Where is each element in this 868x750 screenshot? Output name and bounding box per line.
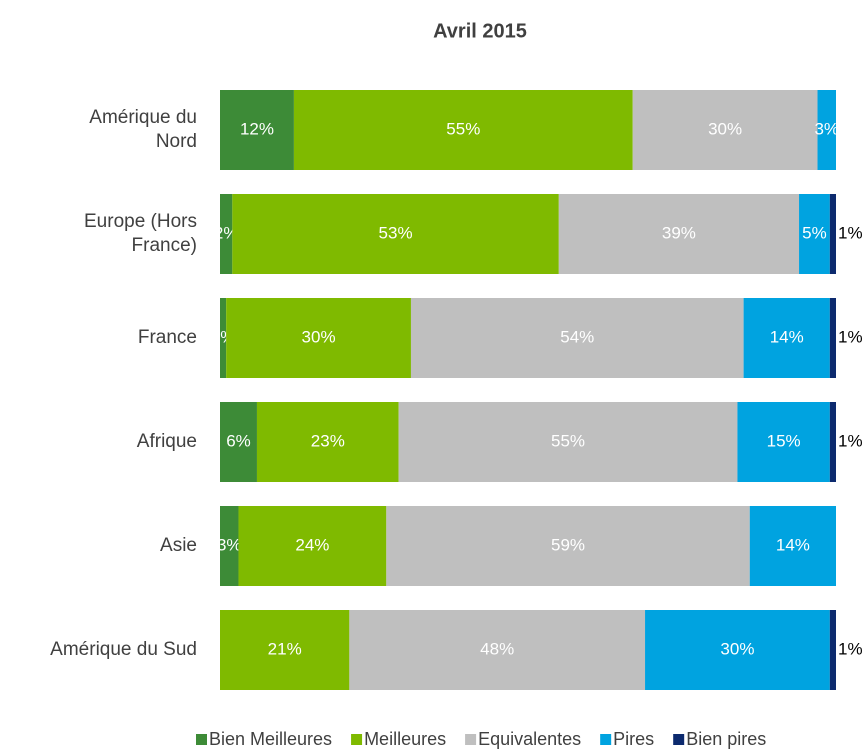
- bar-segment: [220, 194, 233, 274]
- bar-segment: [349, 610, 646, 690]
- bar-segment: [226, 298, 411, 378]
- category-label: Afrique: [137, 431, 197, 452]
- data-label: 1%: [838, 431, 863, 450]
- data-label: 39%: [662, 223, 696, 242]
- category-label: Amérique du Nord: [89, 107, 197, 152]
- bar-segment: [293, 90, 633, 170]
- data-label: 3%: [814, 119, 839, 138]
- bar-segment: [829, 402, 836, 482]
- bar-segment: [817, 90, 836, 170]
- data-label: 14%: [770, 327, 804, 346]
- category-label: Amérique du Sud: [50, 639, 197, 660]
- data-label: 14%: [776, 535, 810, 554]
- data-label: 5%: [802, 223, 827, 242]
- data-label: 12%: [240, 119, 274, 138]
- legend-label: Pires: [613, 729, 654, 749]
- bar-segment: [799, 194, 830, 274]
- data-label: 1%: [838, 223, 863, 242]
- data-label: 48%: [480, 639, 514, 658]
- bar-segment: [220, 298, 227, 378]
- data-label: 24%: [295, 535, 329, 554]
- data-label: 6%: [226, 431, 251, 450]
- bar-segment: [398, 402, 738, 482]
- data-label: 54%: [560, 327, 594, 346]
- data-label: 23%: [311, 431, 345, 450]
- legend-swatch: [600, 734, 612, 745]
- legend-label: Equivalentes: [478, 729, 581, 749]
- bar-segment: [829, 610, 836, 690]
- bar-segment: [220, 506, 239, 586]
- data-label: 30%: [302, 327, 336, 346]
- data-label: 53%: [379, 223, 413, 242]
- data-label: 30%: [720, 639, 754, 658]
- bar-segment: [386, 506, 750, 586]
- bar-segment: [749, 506, 836, 586]
- chart-title: Avril 2015: [433, 20, 527, 42]
- data-label: 3%: [217, 535, 242, 554]
- legend-swatch: [196, 734, 207, 745]
- bar-segment: [232, 194, 559, 274]
- legend-swatch: [465, 734, 477, 745]
- category-label: France: [138, 327, 197, 348]
- data-label: 30%: [708, 119, 742, 138]
- category-label: Asie: [160, 535, 197, 556]
- legend-swatch: [351, 734, 363, 745]
- bar-segment: [737, 402, 830, 482]
- data-label: 2%: [214, 223, 239, 242]
- bar-segment: [743, 298, 830, 378]
- bar-segment: [410, 298, 744, 378]
- data-label: 21%: [268, 639, 302, 658]
- legend-swatch: [673, 734, 685, 745]
- data-label: 1%: [838, 639, 863, 658]
- legend-label: Bien Meilleures: [209, 729, 332, 749]
- bar-segment: [645, 610, 830, 690]
- bar-segment: [238, 506, 387, 586]
- bar-segment: [829, 194, 836, 274]
- category-label: Europe (Hors France): [84, 211, 197, 256]
- legend-label: Bien pires: [686, 729, 766, 749]
- data-label: 1%: [838, 327, 863, 346]
- data-label: 55%: [551, 431, 585, 450]
- data-label: 15%: [767, 431, 801, 450]
- bar-segment: [220, 610, 350, 690]
- bar-segment: [256, 402, 399, 482]
- bar-segment: [220, 402, 257, 482]
- bar-segment: [220, 90, 294, 170]
- bar-segment: [558, 194, 800, 274]
- data-label: 59%: [551, 535, 585, 554]
- legend-label: Meilleures: [364, 729, 446, 749]
- bar-segment: [829, 298, 836, 378]
- data-label: 55%: [446, 119, 480, 138]
- bar-segment: [632, 90, 818, 170]
